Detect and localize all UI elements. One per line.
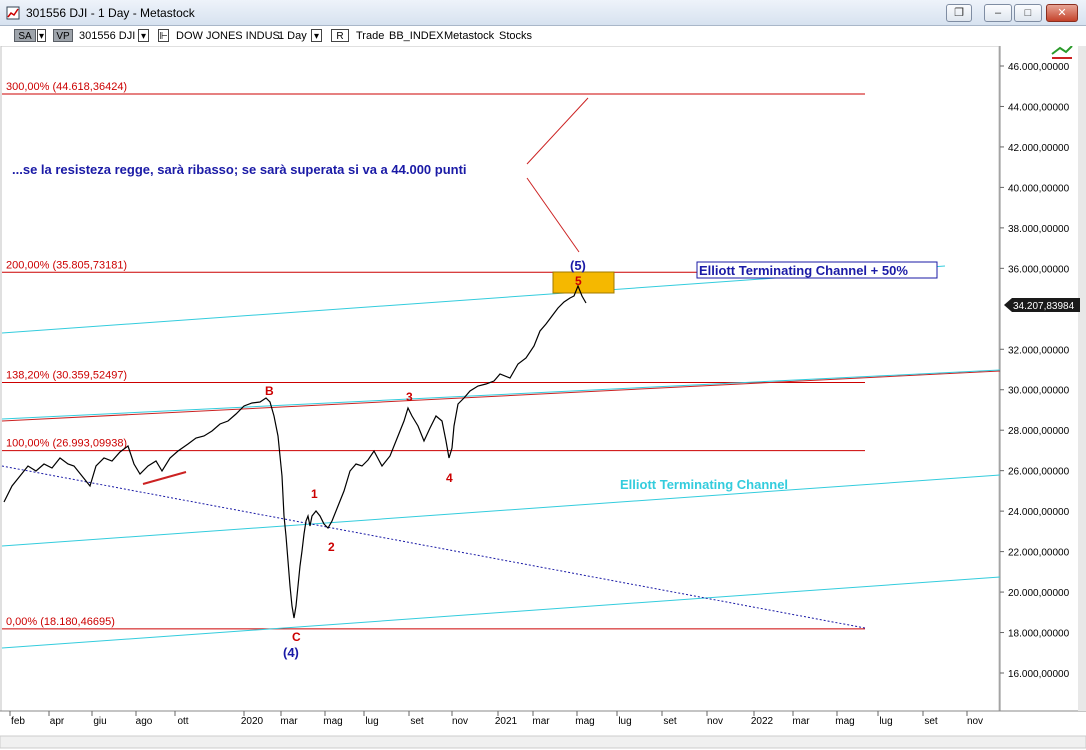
- arrow-to-44000: [526, 97, 589, 165]
- x-tick-label: mar: [532, 716, 550, 727]
- x-tick-label: nov: [452, 716, 468, 727]
- vp-button[interactable]: VP: [53, 29, 73, 42]
- trade-label: Trade: [356, 30, 385, 42]
- x-tick-label: nov: [967, 716, 983, 727]
- chart-toolbar: SA ▾ VP 301556 DJI ▾ ⊩ DOW JONES INDUS 1…: [0, 26, 1086, 46]
- x-tick-label: apr: [50, 716, 65, 727]
- wave-label-big5: (5): [570, 258, 586, 273]
- sa-button[interactable]: SA: [14, 29, 36, 42]
- y-tick-label: 44.000,00000: [1008, 102, 1070, 113]
- symbol-dropdown-icon[interactable]: ▾: [138, 29, 149, 42]
- channel-label: Elliott Terminating Channel: [620, 477, 788, 492]
- x-tick-label: 2021: [495, 716, 518, 727]
- x-tick-label: mag: [835, 716, 854, 727]
- wave-label-big4: (4): [283, 645, 299, 660]
- y-tick-label: 38.000,00000: [1008, 224, 1070, 235]
- x-tick-label: 2020: [241, 716, 264, 727]
- fib-level-label: 100,00% (26.993,09938): [6, 438, 127, 450]
- arrow-to-target: [526, 177, 580, 253]
- fib-level-label: 138,20% (30.359,52497): [6, 369, 127, 381]
- target-zone-box[interactable]: [552, 271, 615, 294]
- x-tick-label: set: [924, 716, 938, 727]
- price-series[interactable]: [3, 284, 587, 619]
- y-tick-label: 28.000,00000: [1008, 426, 1070, 437]
- wave-label-3: 3: [406, 390, 413, 404]
- x-axis-labels: feb apr giu ago ott 2020 mar mag lug set nov 2021 ma…: [9, 711, 983, 727]
- window-titlebar: 301556 DJI - 1 Day - Metastock ❐ – □ ✕: [0, 0, 1086, 26]
- index-label: BB_INDEX: [389, 30, 444, 42]
- last-price-value: 34.207,83984: [1013, 301, 1075, 312]
- y-tick-label: 30.000,00000: [1008, 386, 1070, 397]
- x-tick-label: mar: [792, 716, 810, 727]
- period-dropdown-icon[interactable]: ▾: [311, 29, 322, 42]
- y-tick-label: 20.000,00000: [1008, 588, 1070, 599]
- last-price-tag: [1004, 298, 1080, 312]
- x-tick-label: giu: [93, 716, 106, 727]
- y-tick-label: 26.000,00000: [1008, 467, 1070, 478]
- resistance-note: ...se la resisteza regge, sarà ribasso; …: [12, 162, 467, 177]
- x-tick-label: ott: [177, 716, 188, 727]
- wave-label-1: 1: [311, 487, 318, 501]
- y-tick-label: 32.000,00000: [1008, 345, 1070, 356]
- y-tick-label: 16.000,00000: [1008, 669, 1070, 680]
- horizontal-scrollbar[interactable]: [0, 735, 1086, 749]
- y-tick-label: 24.000,00000: [1008, 507, 1070, 518]
- x-tick-label: set: [663, 716, 677, 727]
- security-name: DOW JONES INDUS: [176, 30, 280, 42]
- x-tick-label: mar: [280, 716, 298, 727]
- period-label: 1 Day: [278, 30, 307, 42]
- wave-label-c: C: [292, 630, 301, 644]
- red-trendline[interactable]: [1, 370, 1001, 422]
- wave-label-2: 2: [328, 540, 335, 554]
- wave-label-4: 4: [446, 471, 453, 485]
- x-tick-label: mag: [323, 716, 342, 727]
- trade-arrows-icon[interactable]: [1051, 46, 1073, 59]
- y-tick-label: 40.000,00000: [1008, 183, 1070, 194]
- x-tick-label: 2022: [751, 716, 774, 727]
- x-tick-label: ago: [136, 716, 153, 727]
- channel-base-cyan-line[interactable]: [1, 576, 1001, 649]
- source-label: Metastock: [444, 30, 495, 42]
- y-axis-ticks: 46.000,00000 44.000,00000 42.000,00000 40.0…: [1000, 62, 1070, 680]
- sa-dropdown-icon[interactable]: ▾: [37, 29, 46, 42]
- maximize-button[interactable]: □: [1014, 4, 1042, 22]
- x-tick-label: set: [410, 716, 424, 727]
- x-tick-label: lug: [365, 716, 378, 727]
- r-button[interactable]: R: [331, 29, 349, 42]
- wave-label-b: B: [265, 384, 274, 398]
- y-tick-label: 36.000,00000: [1008, 264, 1070, 275]
- y-tick-label: 22.000,00000: [1008, 548, 1070, 559]
- type-label: Stocks: [499, 30, 533, 42]
- channel-50-label: Elliott Terminating Channel + 50%: [699, 263, 908, 278]
- name-sort-icon[interactable]: ⊩: [158, 29, 169, 42]
- y-tick-label: 42.000,00000: [1008, 143, 1070, 154]
- x-tick-label: lug: [618, 716, 631, 727]
- small-red-trendline[interactable]: [142, 471, 187, 485]
- wave-label-5: 5: [575, 274, 582, 288]
- fib-level-label: 200,00% (35.805,73181): [6, 259, 127, 271]
- y-tick-label: 46.000,00000: [1008, 62, 1070, 73]
- channel-50-label-box: [696, 261, 938, 279]
- x-tick-label: feb: [11, 716, 25, 727]
- x-tick-label: lug: [879, 716, 892, 727]
- x-tick-label: mag: [575, 716, 594, 727]
- vertical-scrollbar[interactable]: [1078, 46, 1086, 711]
- channel-lower-cyan-line[interactable]: [1, 474, 1001, 547]
- minimize-button[interactable]: –: [984, 4, 1012, 22]
- channel-mid-cyan-line[interactable]: [1, 369, 1001, 420]
- y-tick-label: 18.000,00000: [1008, 629, 1070, 640]
- fib-level-label: 300,00% (44.618,36424): [6, 81, 127, 93]
- fib-level-label: 0,00% (18.180,46695): [6, 616, 115, 628]
- price-chart[interactable]: 46.000,00000 44.000,00000 42.000,00000 40.0…: [0, 46, 1086, 750]
- restore-layout-button[interactable]: ❐: [946, 4, 972, 22]
- symbol-label: 301556 DJI: [79, 30, 136, 42]
- x-tick-label: nov: [707, 716, 723, 727]
- close-button[interactable]: ✕: [1046, 4, 1078, 22]
- window-title: 301556 DJI - 1 Day - Metastock: [26, 6, 195, 20]
- metastock-app-icon: [6, 6, 20, 20]
